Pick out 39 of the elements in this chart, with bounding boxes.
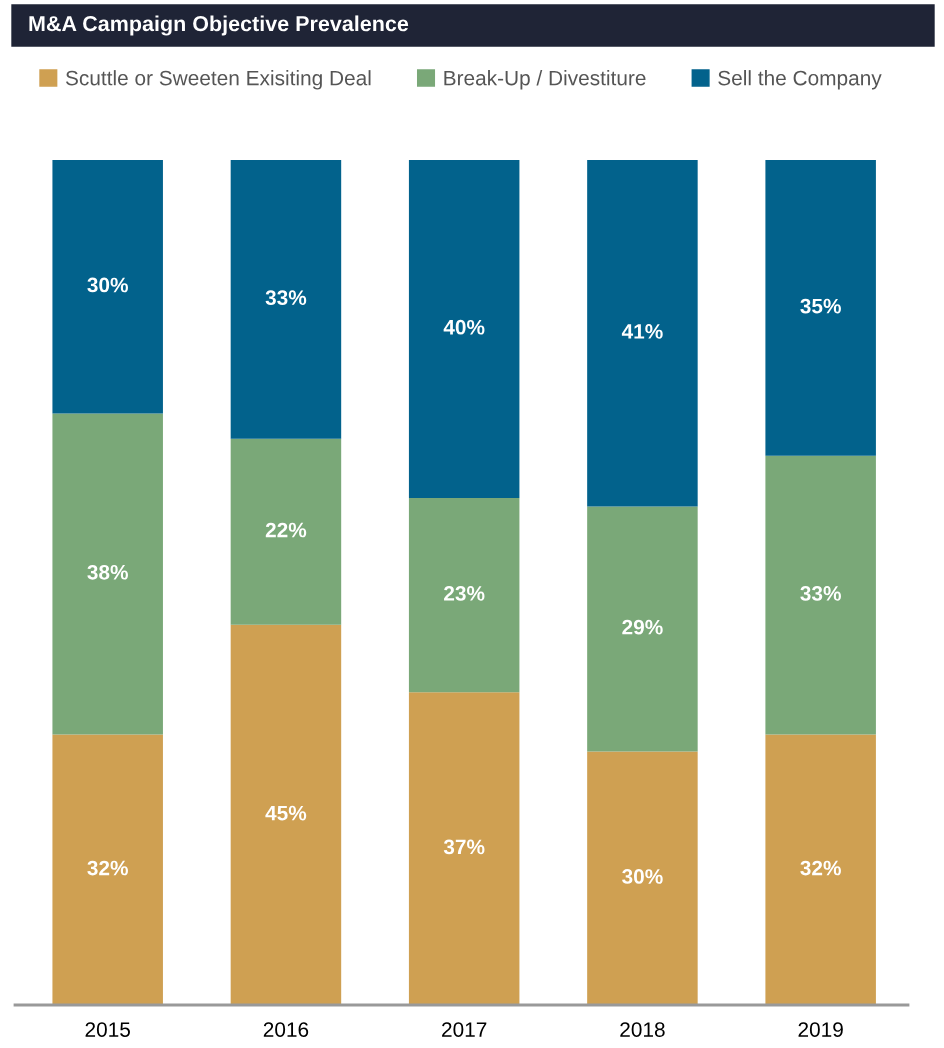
bar <box>408 692 520 1005</box>
data-label: 22% <box>265 522 307 538</box>
legend-label: Scuttle or Sweeten Exisiting Deal <box>65 70 371 90</box>
bar <box>230 438 342 625</box>
x-tick-label: 2019 <box>798 1022 843 1037</box>
data-label: 37% <box>443 839 485 855</box>
data-label: 29% <box>622 619 663 635</box>
data-label: 40% <box>443 319 485 335</box>
bar <box>765 734 876 1005</box>
data-label: 35% <box>800 298 841 314</box>
x-tick-label: 2015 <box>85 1022 130 1037</box>
bar <box>52 734 163 1005</box>
bar <box>765 160 876 456</box>
x-tick-label: 2016 <box>263 1022 309 1037</box>
x-tick-label: 2018 <box>620 1022 665 1037</box>
bar <box>230 160 342 439</box>
data-label: 38% <box>87 564 128 580</box>
bar <box>765 455 876 735</box>
data-label: 32% <box>87 860 128 876</box>
chart-title: M&A Campaign Objective Prevalence <box>29 15 409 36</box>
bar <box>408 498 520 693</box>
data-label: 41% <box>621 324 663 339</box>
bar <box>52 160 163 414</box>
data-label: 45% <box>265 805 307 821</box>
data-label: 33% <box>800 586 841 601</box>
data-label: 33% <box>265 290 307 306</box>
bar <box>587 506 698 752</box>
bar <box>587 751 698 1005</box>
data-label: 30% <box>622 869 663 884</box>
data-label: 30% <box>87 277 128 293</box>
legend-label: Sell the Company <box>718 70 882 90</box>
bar <box>52 413 163 735</box>
data-label: 32% <box>800 860 841 876</box>
bar <box>230 624 342 1005</box>
bar <box>408 160 520 498</box>
legend-label: Break-Up / Divestiture <box>444 70 646 90</box>
bar <box>587 160 698 507</box>
data-label: 23% <box>444 586 485 601</box>
x-tick-label: 2017 <box>442 1022 487 1037</box>
